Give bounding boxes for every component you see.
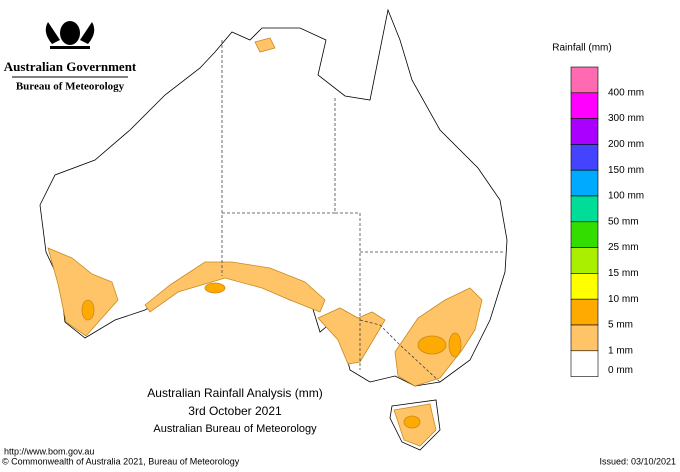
legend-label: 15 mm — [608, 268, 639, 279]
legend-label: 25 mm — [608, 242, 639, 253]
legend-label: 50 mm — [608, 216, 639, 227]
legend-swatch — [570, 144, 599, 171]
legend: Rainfall (mm) 400 mm 300 mm 200 mm 150 mm 10… — [552, 43, 644, 377]
legend-label: 10 mm — [608, 294, 639, 305]
legend-swatch — [570, 92, 599, 119]
legend-label: 300 mm — [608, 113, 644, 124]
legend-swatch — [570, 118, 599, 145]
legend-swatch — [570, 273, 599, 300]
crest — [45, 21, 95, 49]
legend-label: 0 mm — [608, 365, 633, 376]
state-borders — [221, 40, 505, 383]
legend-label: 200 mm — [608, 139, 644, 150]
rain-areas-heavier — [81, 282, 462, 429]
footer-issued: Issued: 03/10/2021 — [599, 456, 676, 466]
legend-swatch — [570, 195, 599, 223]
gov-subtitle: Bureau of Meteorology — [16, 81, 125, 93]
legend-label: 1 mm — [608, 345, 633, 356]
legend-label: 150 mm — [608, 165, 644, 176]
legend-label: 5 mm — [608, 320, 633, 331]
map — [39, 8, 508, 451]
legend-swatch — [570, 221, 599, 248]
map-date: 3rd October 2021 — [188, 404, 282, 418]
legend-swatch — [570, 350, 599, 377]
legend-swatch — [570, 324, 599, 352]
footer-copyright: © Commonwealth of Australia 2021, Bureau… — [2, 456, 240, 466]
legend-swatch — [570, 66, 599, 94]
footer-url: http://www.bom.gov.au — [4, 446, 94, 456]
map-source: Australian Bureau of Meteorology — [153, 423, 317, 435]
legend-label: 400 mm — [608, 87, 644, 98]
legend-title: Rainfall (mm) — [552, 43, 611, 54]
legend-label: 100 mm — [608, 191, 644, 202]
legend-swatch — [570, 247, 599, 274]
gov-title: Australian Government — [4, 59, 137, 74]
legend-swatch — [570, 298, 599, 326]
map-title: Australian Rainfall Analysis (mm) — [147, 386, 322, 400]
legend-swatch — [570, 169, 599, 197]
